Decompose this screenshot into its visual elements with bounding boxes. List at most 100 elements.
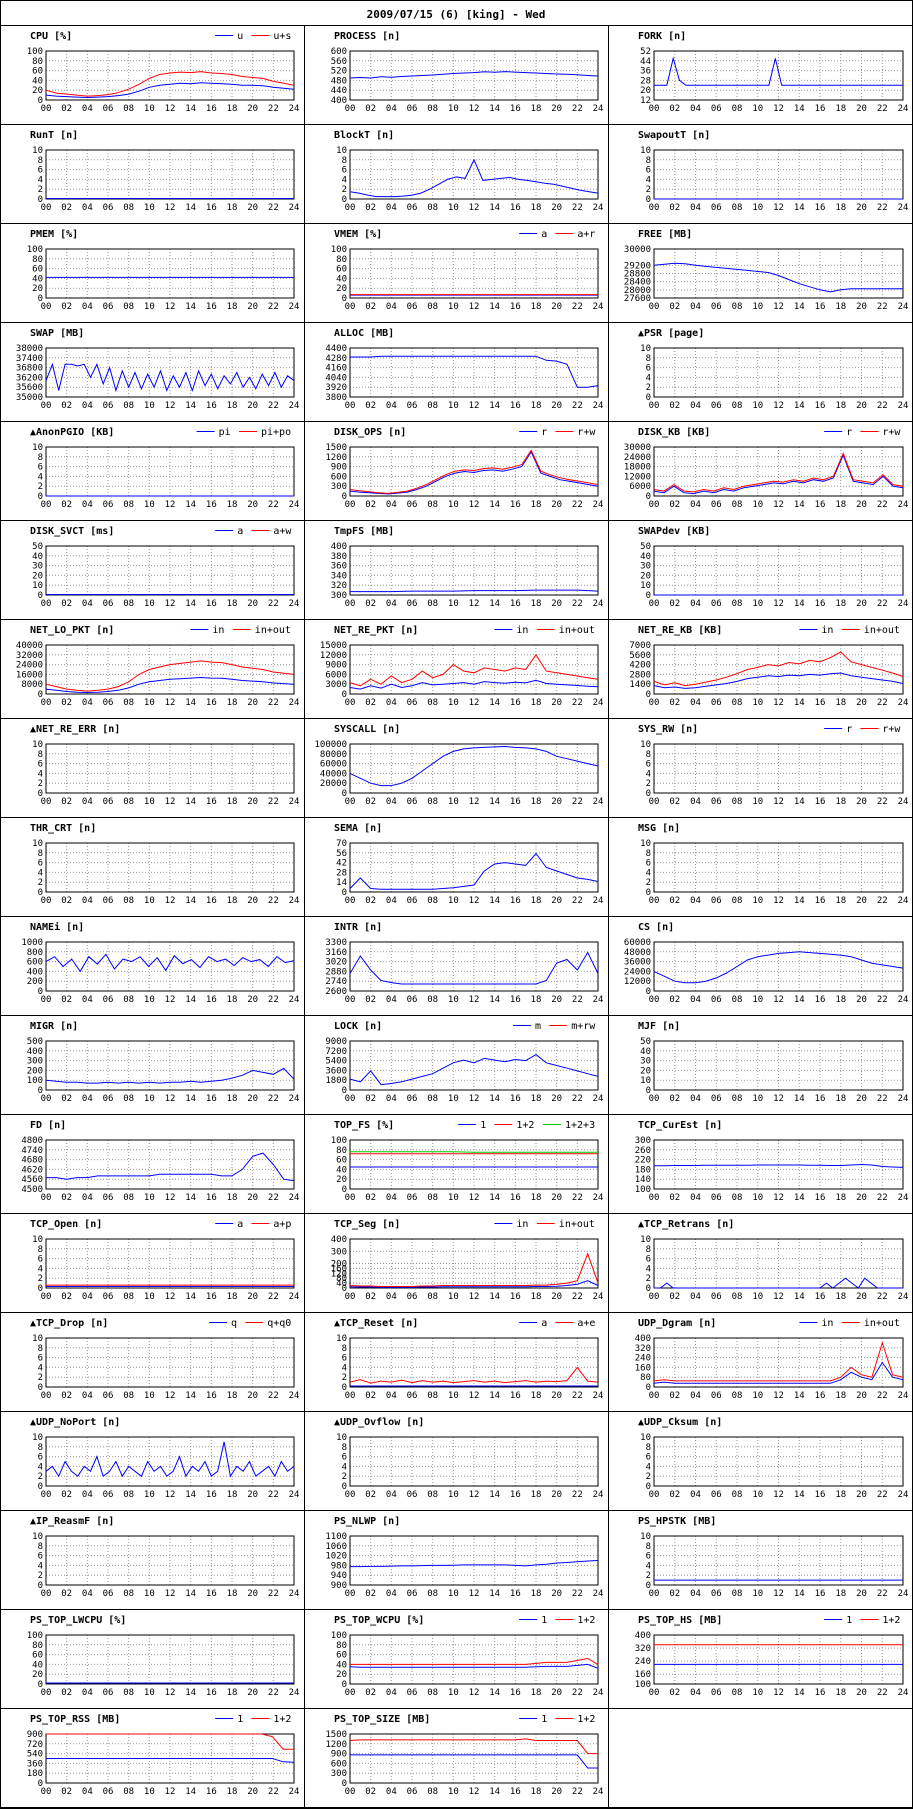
y-tick-label: 4	[646, 1462, 651, 1472]
x-tick-label: 12	[469, 896, 480, 906]
series-line	[46, 1758, 295, 1763]
chart-panel: DISK_KB [KB] r+wr060001200018000240003000…	[624, 427, 909, 510]
y-tick-label: 6	[646, 760, 651, 770]
x-tick-label: 10	[448, 1688, 459, 1698]
y-tick-label: 6	[646, 364, 651, 374]
series-line	[45, 362, 295, 393]
y-tick-label: 2	[38, 482, 43, 492]
x-tick-label: 18	[835, 1292, 846, 1302]
y-tick-label: 100	[27, 245, 43, 255]
x-tick-label: 18	[835, 104, 846, 114]
x-tick-label: 12	[165, 797, 176, 807]
y-tick-label: 8	[38, 1344, 43, 1354]
x-tick-label: 04	[386, 302, 397, 312]
x-tick-label: 04	[386, 401, 397, 411]
x-tick-label: 12	[773, 1589, 784, 1599]
y-tick-label: 4680	[21, 1156, 43, 1166]
x-tick-label: 14	[185, 302, 196, 312]
series-line	[653, 672, 904, 689]
y-tick-label: 8	[646, 156, 651, 166]
y-tick-label: 180	[635, 1165, 651, 1175]
x-tick-label: 14	[185, 599, 196, 609]
x-tick-label: 04	[690, 1391, 701, 1401]
x-tick-label: 12	[165, 896, 176, 906]
x-tick-label: 22	[268, 1688, 279, 1698]
y-tick-label: 800	[27, 948, 43, 958]
x-tick-label: 00	[41, 995, 52, 1005]
x-tick-label: 10	[752, 1688, 763, 1698]
x-tick-label: 02	[365, 104, 376, 114]
series-line	[654, 56, 903, 86]
x-tick-label: 22	[572, 401, 583, 411]
x-tick-label: 02	[61, 302, 72, 312]
y-tick-label: 2	[646, 779, 651, 789]
x-tick-label: 24	[898, 1688, 909, 1698]
y-tick-label: 80	[336, 255, 347, 265]
x-tick-label: 24	[593, 1193, 604, 1203]
x-tick-label: 16	[206, 797, 217, 807]
x-tick-label: 14	[185, 995, 196, 1005]
y-tick-label: 360	[331, 562, 347, 572]
x-tick-label: 10	[144, 896, 155, 906]
x-tick-label: 02	[61, 1688, 72, 1698]
x-tick-label: 10	[752, 401, 763, 411]
x-tick-label: 08	[123, 797, 134, 807]
x-tick-label: 04	[82, 797, 93, 807]
x-tick-label: 02	[365, 500, 376, 510]
x-tick-label: 14	[794, 401, 805, 411]
y-tick-label: 520	[331, 67, 347, 77]
chart-panel: NET_RE_KB [KB] in+outin014002800420056007…	[629, 625, 908, 708]
x-tick-label: 00	[649, 500, 660, 510]
plot-frame	[349, 1238, 599, 1289]
legend-label: r	[541, 427, 547, 438]
x-tick-label: 04	[386, 1688, 397, 1698]
y-tick-label: 36200	[16, 373, 43, 383]
x-tick-label: 20	[247, 599, 258, 609]
x-tick-label: 08	[123, 302, 134, 312]
y-tick-label: 2	[38, 1571, 43, 1581]
y-tick-label: 8	[38, 1245, 43, 1255]
y-tick-label: 10	[32, 1532, 43, 1542]
x-tick-label: 18	[835, 1094, 846, 1104]
y-tick-label: 2	[646, 383, 651, 393]
x-tick-label: 08	[732, 500, 743, 510]
x-tick-label: 02	[61, 995, 72, 1005]
y-tick-label: 27600	[624, 294, 651, 304]
x-tick-label: 02	[61, 599, 72, 609]
x-tick-label: 14	[185, 797, 196, 807]
x-tick-label: 02	[61, 797, 72, 807]
y-tick-label: 10	[640, 740, 651, 750]
x-tick-label: 04	[82, 995, 93, 1005]
x-tick-label: 22	[572, 1787, 583, 1797]
y-tick-label: 8	[38, 849, 43, 859]
x-tick-label: 16	[815, 599, 826, 609]
x-tick-label: 24	[289, 401, 300, 411]
x-tick-label: 10	[448, 1787, 459, 1797]
x-tick-label: 20	[856, 500, 867, 510]
y-tick-label: 32000	[16, 651, 43, 661]
x-tick-label: 16	[815, 401, 826, 411]
x-tick-label: 14	[794, 1589, 805, 1599]
y-tick-label: 4	[38, 1462, 43, 1472]
x-tick-label: 16	[815, 500, 826, 510]
chart-title: LOCK [n]	[334, 1021, 382, 1032]
y-tick-label: 260	[635, 1146, 651, 1156]
x-tick-label: 10	[448, 203, 459, 213]
legend-label: a+e	[577, 1318, 595, 1329]
chart-title: PROCESS [n]	[334, 31, 400, 42]
series-line	[653, 651, 904, 687]
y-tick-label: 4	[646, 175, 651, 185]
series-line	[349, 158, 599, 198]
x-tick-label: 04	[82, 1688, 93, 1698]
y-tick-label: 600	[331, 47, 347, 57]
x-tick-label: 16	[510, 1490, 521, 1500]
y-tick-label: 35600	[16, 383, 43, 393]
y-tick-label: 1400	[629, 680, 651, 690]
y-tick-label: 60	[32, 265, 43, 275]
y-tick-label: 40	[336, 1165, 347, 1175]
